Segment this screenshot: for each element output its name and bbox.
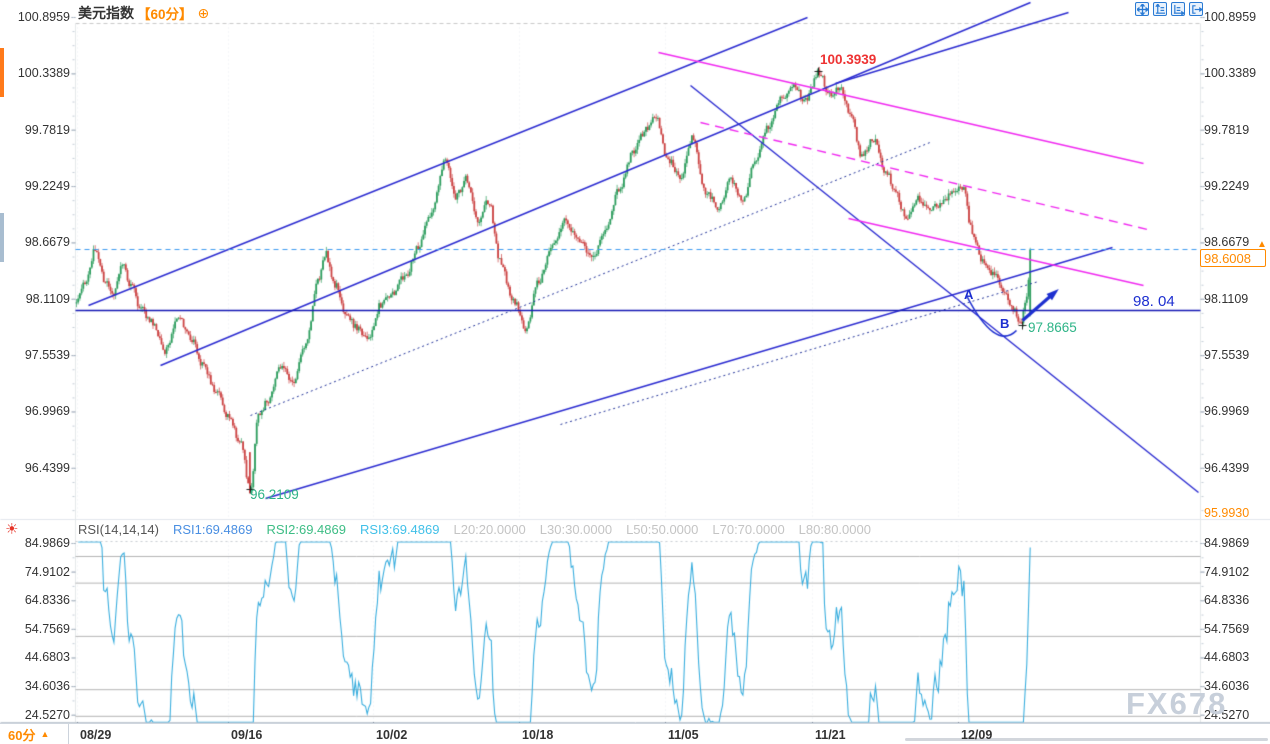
fit-price-axis-icon[interactable] xyxy=(1153,2,1167,16)
price-axis-label-right: 100.8959 xyxy=(1204,10,1257,24)
watermark: FX678 xyxy=(1126,686,1228,721)
price-axis-label-left: 96.9969 xyxy=(24,404,70,419)
left-edge-grey-strip xyxy=(0,213,4,262)
date-label: 08/29 xyxy=(80,728,112,742)
rsi-level-20: L20:20.0000 xyxy=(453,522,526,537)
rsi-axis-label-left: 74.9102 xyxy=(24,564,70,579)
add-compare-icon[interactable]: ⊕ xyxy=(197,4,210,21)
timeframe-dropdown-arrow-icon: ▲ xyxy=(40,729,50,739)
rsi-title: RSI(14,14,14) xyxy=(78,522,159,537)
rsi-level-70: L70:70.0000 xyxy=(712,522,785,537)
timeframe-label: 【60分】 xyxy=(137,7,193,22)
price-axis-label-left: 99.2249 xyxy=(24,179,70,194)
price-axis-label-left: 100.3389 xyxy=(17,66,70,81)
rsi-axis-label-left: 24.5270 xyxy=(24,707,70,722)
pan-tool-icon[interactable] xyxy=(1135,2,1149,16)
pane-low-label: 95.9930 xyxy=(1204,506,1250,520)
point-a-label: A xyxy=(964,287,974,302)
rsi-level-50: L50:50.0000 xyxy=(626,522,699,537)
support-level-label: 98. 04 xyxy=(1133,293,1175,310)
rsi-axis-label-right: 24.5270 xyxy=(1204,707,1250,722)
rsi-axis-label-left: 34.6036 xyxy=(24,679,70,694)
rsi1-value: RSI1:69.4869 xyxy=(172,522,253,537)
price-axis-label-right: 98.1109 xyxy=(1204,291,1249,306)
timeframe-button[interactable]: 60分 ▲ xyxy=(0,724,69,744)
high-price-label: 100.3939 xyxy=(820,52,877,67)
date-label: 12/09 xyxy=(961,728,993,742)
chart-header: 美元指数 【60分】 ⊕ xyxy=(78,3,209,23)
left-edge-orange-strip xyxy=(0,48,4,97)
fit-time-axis-icon[interactable] xyxy=(1171,2,1185,16)
price-marker-arrow-icon: ▲ xyxy=(1257,239,1267,250)
rsi-axis-label-left: 54.7569 xyxy=(24,621,70,636)
price-axis-label-left: 97.5539 xyxy=(24,348,70,363)
date-label: 10/02 xyxy=(376,728,408,742)
rsi-axis-label-left: 64.8336 xyxy=(24,593,70,608)
rsi-axis-label-left: 44.6803 xyxy=(24,650,70,665)
reset-zoom-icon[interactable] xyxy=(1189,2,1203,16)
rsi-axis-label-right: 44.6803 xyxy=(1204,650,1250,665)
price-axis-label-left: 100.8959 xyxy=(17,10,70,24)
price-axis-label-right: 99.2249 xyxy=(1204,179,1250,194)
price-axis-label-left: 98.6679 xyxy=(24,235,70,250)
price-axis-label-left: 96.4399 xyxy=(24,460,70,475)
chart-toolbar xyxy=(1135,2,1203,16)
rsi-axis-label-right: 84.9869 xyxy=(1204,536,1250,550)
price-axis-label-right: 96.9969 xyxy=(1204,404,1250,419)
swing-low-label: 97.8665 xyxy=(1028,320,1077,335)
rsi-axis-label-right: 74.9102 xyxy=(1204,564,1250,579)
low-price-label: 96.2109 xyxy=(250,487,299,502)
date-label: 10/18 xyxy=(522,728,554,742)
rsi-header: RSI(14,14,14) RSI1:69.4869 RSI2:69.4869 … xyxy=(78,522,871,537)
point-b-label: B xyxy=(1000,316,1010,331)
rsi-level-30: L30:30.0000 xyxy=(539,522,613,537)
price-axis-label-left: 98.1109 xyxy=(25,291,70,306)
rsi3-value: RSI3:69.4869 xyxy=(359,522,440,537)
price-axis-label-left: 99.7819 xyxy=(24,122,70,137)
timeframe-button-label: 60分 xyxy=(8,727,36,743)
rsi2-value: RSI2:69.4869 xyxy=(266,522,346,537)
date-label: 11/05 xyxy=(668,728,699,742)
symbol-title: 美元指数 xyxy=(78,5,134,21)
date-label: 09/16 xyxy=(231,728,263,742)
rsi-axis-label-left: 84.9869 xyxy=(24,536,70,550)
rsi-axis-label-right: 54.7569 xyxy=(1204,621,1250,636)
horizontal-scrollbar[interactable] xyxy=(905,738,1268,741)
price-axis-label-right: 98.6679 xyxy=(1204,235,1250,250)
rsi-level-80: L80:80.0000 xyxy=(798,522,871,537)
rsi-axis-label-right: 64.8336 xyxy=(1204,593,1250,608)
indicator-settings-icon[interactable]: ☀ xyxy=(5,521,19,538)
rsi-axis-label-right: 34.6036 xyxy=(1204,679,1250,694)
price-axis-label-right: 100.3389 xyxy=(1204,66,1257,81)
price-axis-label-right: 99.7819 xyxy=(1204,122,1250,137)
price-axis-label-right: 96.4399 xyxy=(1204,460,1250,475)
date-label: 11/21 xyxy=(815,728,846,742)
current-price-box: 98.6008 xyxy=(1200,249,1266,267)
price-axis-label-right: 97.5539 xyxy=(1204,348,1250,363)
